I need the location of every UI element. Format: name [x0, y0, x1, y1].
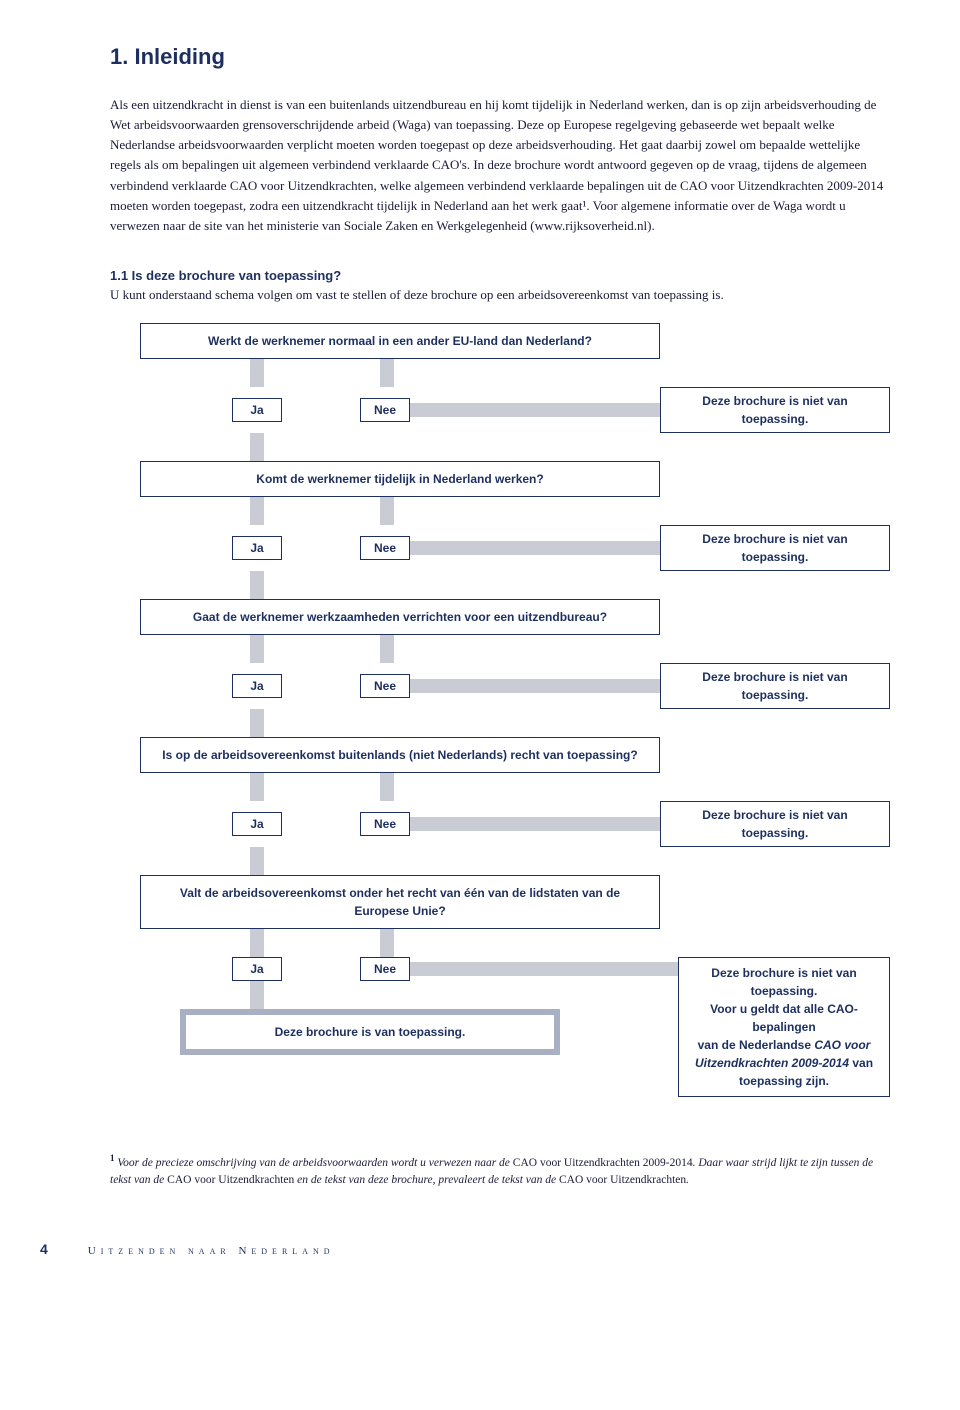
flowchart: Werkt de werknemer normaal in een ander … [110, 323, 890, 1097]
result-not-apply: Deze brochure is niet van toepassing. [660, 387, 890, 433]
section-text: U kunt onderstaand schema volgen om vast… [110, 287, 724, 302]
connector [410, 403, 660, 417]
connector [140, 929, 660, 957]
ja-box: Ja [232, 674, 282, 698]
question-1: Werkt de werknemer normaal in een ander … [140, 323, 660, 359]
final-row: Ja Nee Deze brochure is van toepassing. … [110, 957, 890, 1097]
result-not-apply: Deze brochure is niet van toepassing. [660, 801, 890, 847]
connector [140, 709, 660, 737]
ja-box: Ja [232, 536, 282, 560]
connector [140, 773, 660, 801]
connector [140, 497, 660, 525]
ja-box: Ja [232, 398, 282, 422]
answer-row-3: Ja Nee Deze brochure is niet van toepass… [140, 663, 890, 709]
connector [410, 962, 678, 976]
connector [140, 981, 660, 1009]
page-footer: 4 Uitzenden naar Nederland [110, 1239, 890, 1260]
result-not-apply: Deze brochure is niet van toepassing. [660, 525, 890, 571]
footer-title: Uitzenden naar Nederland [88, 1243, 335, 1260]
result-final-not-apply: Deze brochure is niet van toepassing. Vo… [678, 957, 890, 1097]
question-4: Is op de arbeidsovereenkomst buitenlands… [140, 737, 660, 773]
nee-box: Nee [360, 398, 410, 422]
connector [410, 817, 660, 831]
page-number: 4 [40, 1239, 48, 1260]
nee-box: Nee [360, 812, 410, 836]
question-3: Gaat de werknemer werkzaamheden verricht… [140, 599, 660, 635]
intro-paragraph: Als een uitzendkracht in dienst is van e… [110, 95, 890, 236]
section-heading: 1.1 Is deze brochure van toepassing? [110, 268, 341, 283]
answer-row-2: Ja Nee Deze brochure is niet van toepass… [140, 525, 890, 571]
result-apply: Deze brochure is van toepassing. [180, 1009, 560, 1055]
connector [140, 359, 660, 387]
ja-box: Ja [232, 957, 282, 981]
footnote: 1 Voor de precieze omschrijving van de a… [110, 1152, 890, 1189]
connector [140, 635, 660, 663]
section-intro: 1.1 Is deze brochure van toepassing? U k… [110, 266, 890, 305]
page-title: 1. Inleiding [110, 40, 890, 73]
connector [140, 571, 660, 599]
nee-box: Nee [360, 674, 410, 698]
result-not-apply: Deze brochure is niet van toepassing. [660, 663, 890, 709]
nee-box: Nee [360, 957, 410, 981]
connector [140, 847, 660, 875]
question-5: Valt de arbeidsovereenkomst onder het re… [140, 875, 660, 929]
connector [410, 679, 660, 693]
connector [410, 541, 660, 555]
ja-box: Ja [232, 812, 282, 836]
answer-row-1: Ja Nee Deze brochure is niet van toepass… [140, 387, 890, 433]
connector [140, 433, 660, 461]
nee-box: Nee [360, 536, 410, 560]
answer-row-4: Ja Nee Deze brochure is niet van toepass… [140, 801, 890, 847]
question-2: Komt de werknemer tijdelijk in Nederland… [140, 461, 660, 497]
